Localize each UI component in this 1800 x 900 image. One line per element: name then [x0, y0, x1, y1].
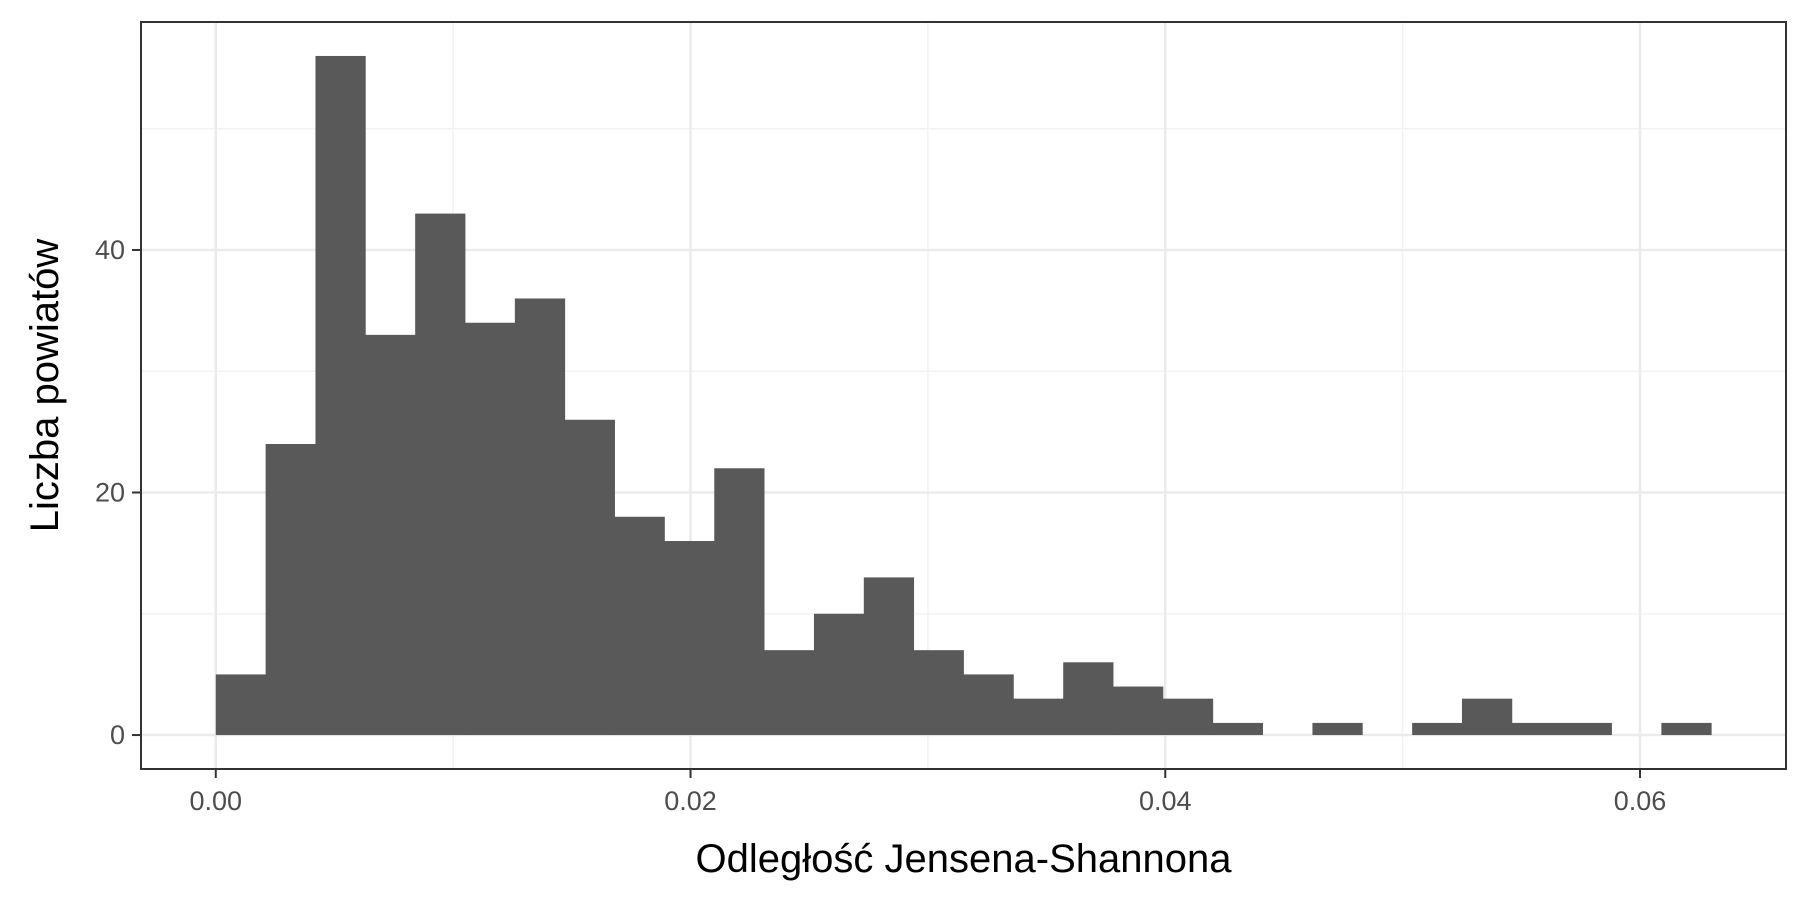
histogram-bar: [1113, 686, 1164, 736]
histogram-bar: [215, 674, 267, 736]
histogram-bar: [813, 613, 865, 736]
histogram-bar: [614, 516, 665, 736]
y-tick-label: 20: [95, 478, 125, 508]
histogram-bar: [1412, 722, 1463, 736]
histogram-bars: [215, 55, 1712, 736]
histogram-bar: [913, 650, 964, 736]
histogram-bar: [664, 541, 715, 736]
histogram-bar: [265, 444, 316, 736]
histogram-bar: [1013, 698, 1064, 736]
histogram-bar: [415, 213, 466, 736]
histogram-bar: [1561, 722, 1612, 736]
histogram-bar: [1063, 662, 1114, 736]
histogram-bar: [1162, 698, 1214, 736]
histogram-bar: [564, 419, 615, 736]
histogram-bar: [963, 674, 1014, 736]
histogram-bar: [1212, 722, 1263, 736]
y-axis-ticks: 0 20 40: [95, 235, 141, 750]
histogram-bar: [764, 650, 815, 736]
histogram-bar: [1661, 722, 1712, 736]
x-tick-label: 0.06: [1614, 786, 1667, 816]
y-tick-label: 40: [95, 235, 125, 265]
y-tick-label: 0: [110, 720, 125, 750]
histogram-bar: [1312, 722, 1363, 736]
histogram-bar: [365, 334, 416, 736]
y-axis-title: Liczba powiatów: [23, 239, 67, 533]
histogram-bar: [514, 298, 566, 736]
x-axis-title: Odległość Jensena-Shannona: [696, 837, 1233, 881]
x-tick-label: 0.04: [1139, 786, 1192, 816]
x-tick-label: 0.00: [189, 786, 242, 816]
panel-border: [140, 21, 1787, 770]
histogram-bar: [714, 468, 765, 736]
x-axis-ticks: 0.00 0.02 0.04 0.06: [189, 769, 1666, 816]
histogram-bar: [315, 55, 366, 736]
histogram-bar: [465, 322, 516, 736]
histogram-bar: [863, 577, 915, 736]
x-tick-label: 0.02: [664, 786, 717, 816]
histogram-bar: [1461, 698, 1513, 736]
histogram-bar: [1511, 722, 1563, 736]
